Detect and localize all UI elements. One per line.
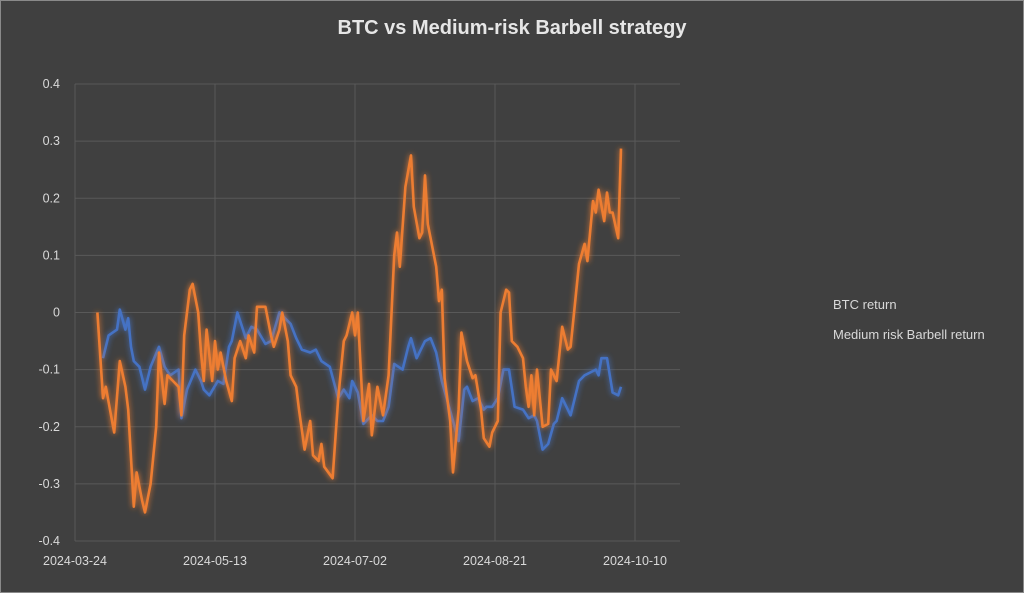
legend: BTC return Medium risk Barbell return <box>796 297 985 342</box>
series-line-0 <box>101 308 623 451</box>
x-tick-label: 2024-10-10 <box>603 554 667 568</box>
y-tick-label: 0.4 <box>43 77 60 91</box>
series-lines <box>96 148 623 514</box>
chart-title: BTC vs Medium-risk Barbell strategy <box>337 17 687 39</box>
legend-label: Medium risk Barbell return <box>833 327 985 342</box>
legend-label: BTC return <box>833 297 897 312</box>
y-tick-label: 0.3 <box>43 134 60 148</box>
y-tick-label: -0.4 <box>38 534 60 548</box>
y-tick-label: -0.1 <box>38 363 60 377</box>
x-tick-label: 2024-05-13 <box>183 554 247 568</box>
y-tick-label: 0.1 <box>43 248 60 262</box>
x-tick-label: 2024-08-21 <box>463 554 527 568</box>
y-tick-label: 0 <box>53 306 60 320</box>
x-tick-label: 2024-03-24 <box>43 554 107 568</box>
x-tick-label: 2024-07-02 <box>323 554 387 568</box>
series-line-1 <box>96 148 623 514</box>
y-tick-label: 0.2 <box>43 191 60 205</box>
gridlines <box>74 83 680 542</box>
axis-ticks: 0.4 0.3 0.2 0.1 0 -0.1 -0.2 -0.3 -0.4 2024-03-24 2… <box>38 77 667 568</box>
y-tick-label: -0.3 <box>38 477 60 491</box>
y-tick-label: -0.2 <box>38 420 60 434</box>
